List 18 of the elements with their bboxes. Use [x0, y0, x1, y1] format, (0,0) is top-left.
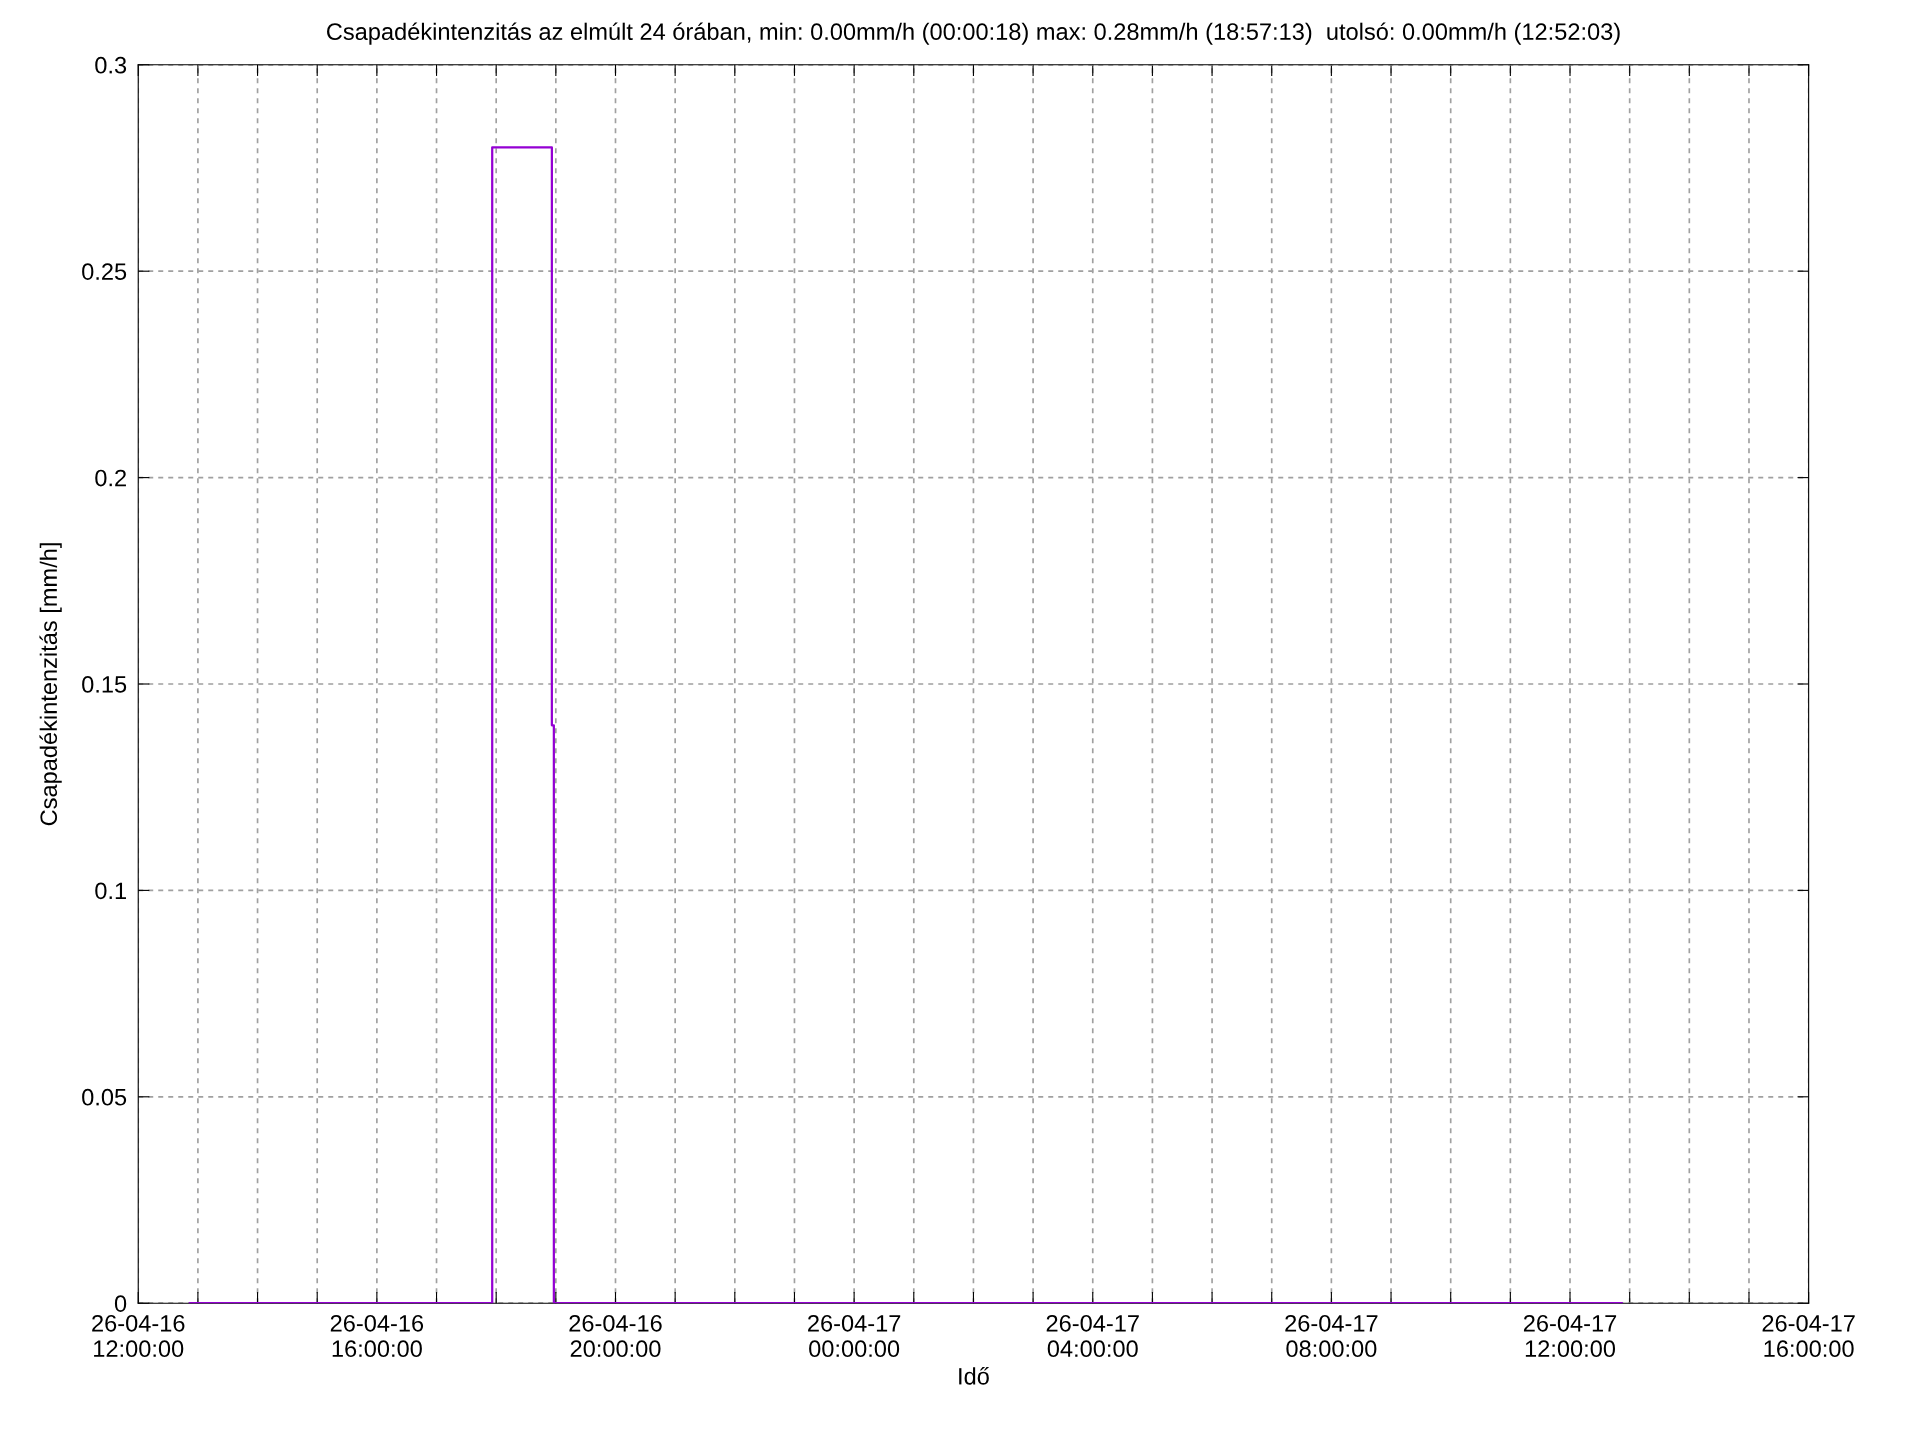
y-tick-label: 0: [114, 1295, 127, 1312]
y-axis-title: Csapadékintenzitás [mm/h]: [39, 543, 62, 826]
x-tick-label: 26-04-17 00:00:00: [808, 1314, 901, 1358]
x-tick-label: 26-04-17 16:00:00: [1762, 1314, 1855, 1358]
x-tick-label: 26-04-16 20:00:00: [569, 1314, 662, 1358]
y-tick-label: 0.3: [95, 56, 127, 74]
y-tick-label: 0.2: [95, 469, 126, 487]
x-axis-title: Idő: [959, 1367, 989, 1385]
x-tick-label: 26-04-17 08:00:00: [1285, 1314, 1378, 1358]
chart-title: Csapadékintenzitás az elmúlt 24 órában, min: 0.00mm/h (00:00:18) max: 0.28mm/h (18:57:13) utolsó: 0.00mm/h (12:52:03): [327, 22, 1620, 45]
y-tick-label: 0.1: [95, 882, 126, 900]
x-tick-label: 26-04-17 04:00:00: [1046, 1314, 1139, 1358]
y-tick-label: 0.05: [82, 1088, 127, 1106]
x-tick-label: 26-04-17 12:00:00: [1523, 1314, 1617, 1358]
y-tick-label: 0.15: [82, 676, 127, 693]
x-tick-label: 26-04-16 16:00:00: [330, 1314, 424, 1358]
x-tick-label: 26-04-16 12:00:00: [92, 1314, 185, 1358]
y-tick-label: 0.25: [82, 263, 127, 280]
